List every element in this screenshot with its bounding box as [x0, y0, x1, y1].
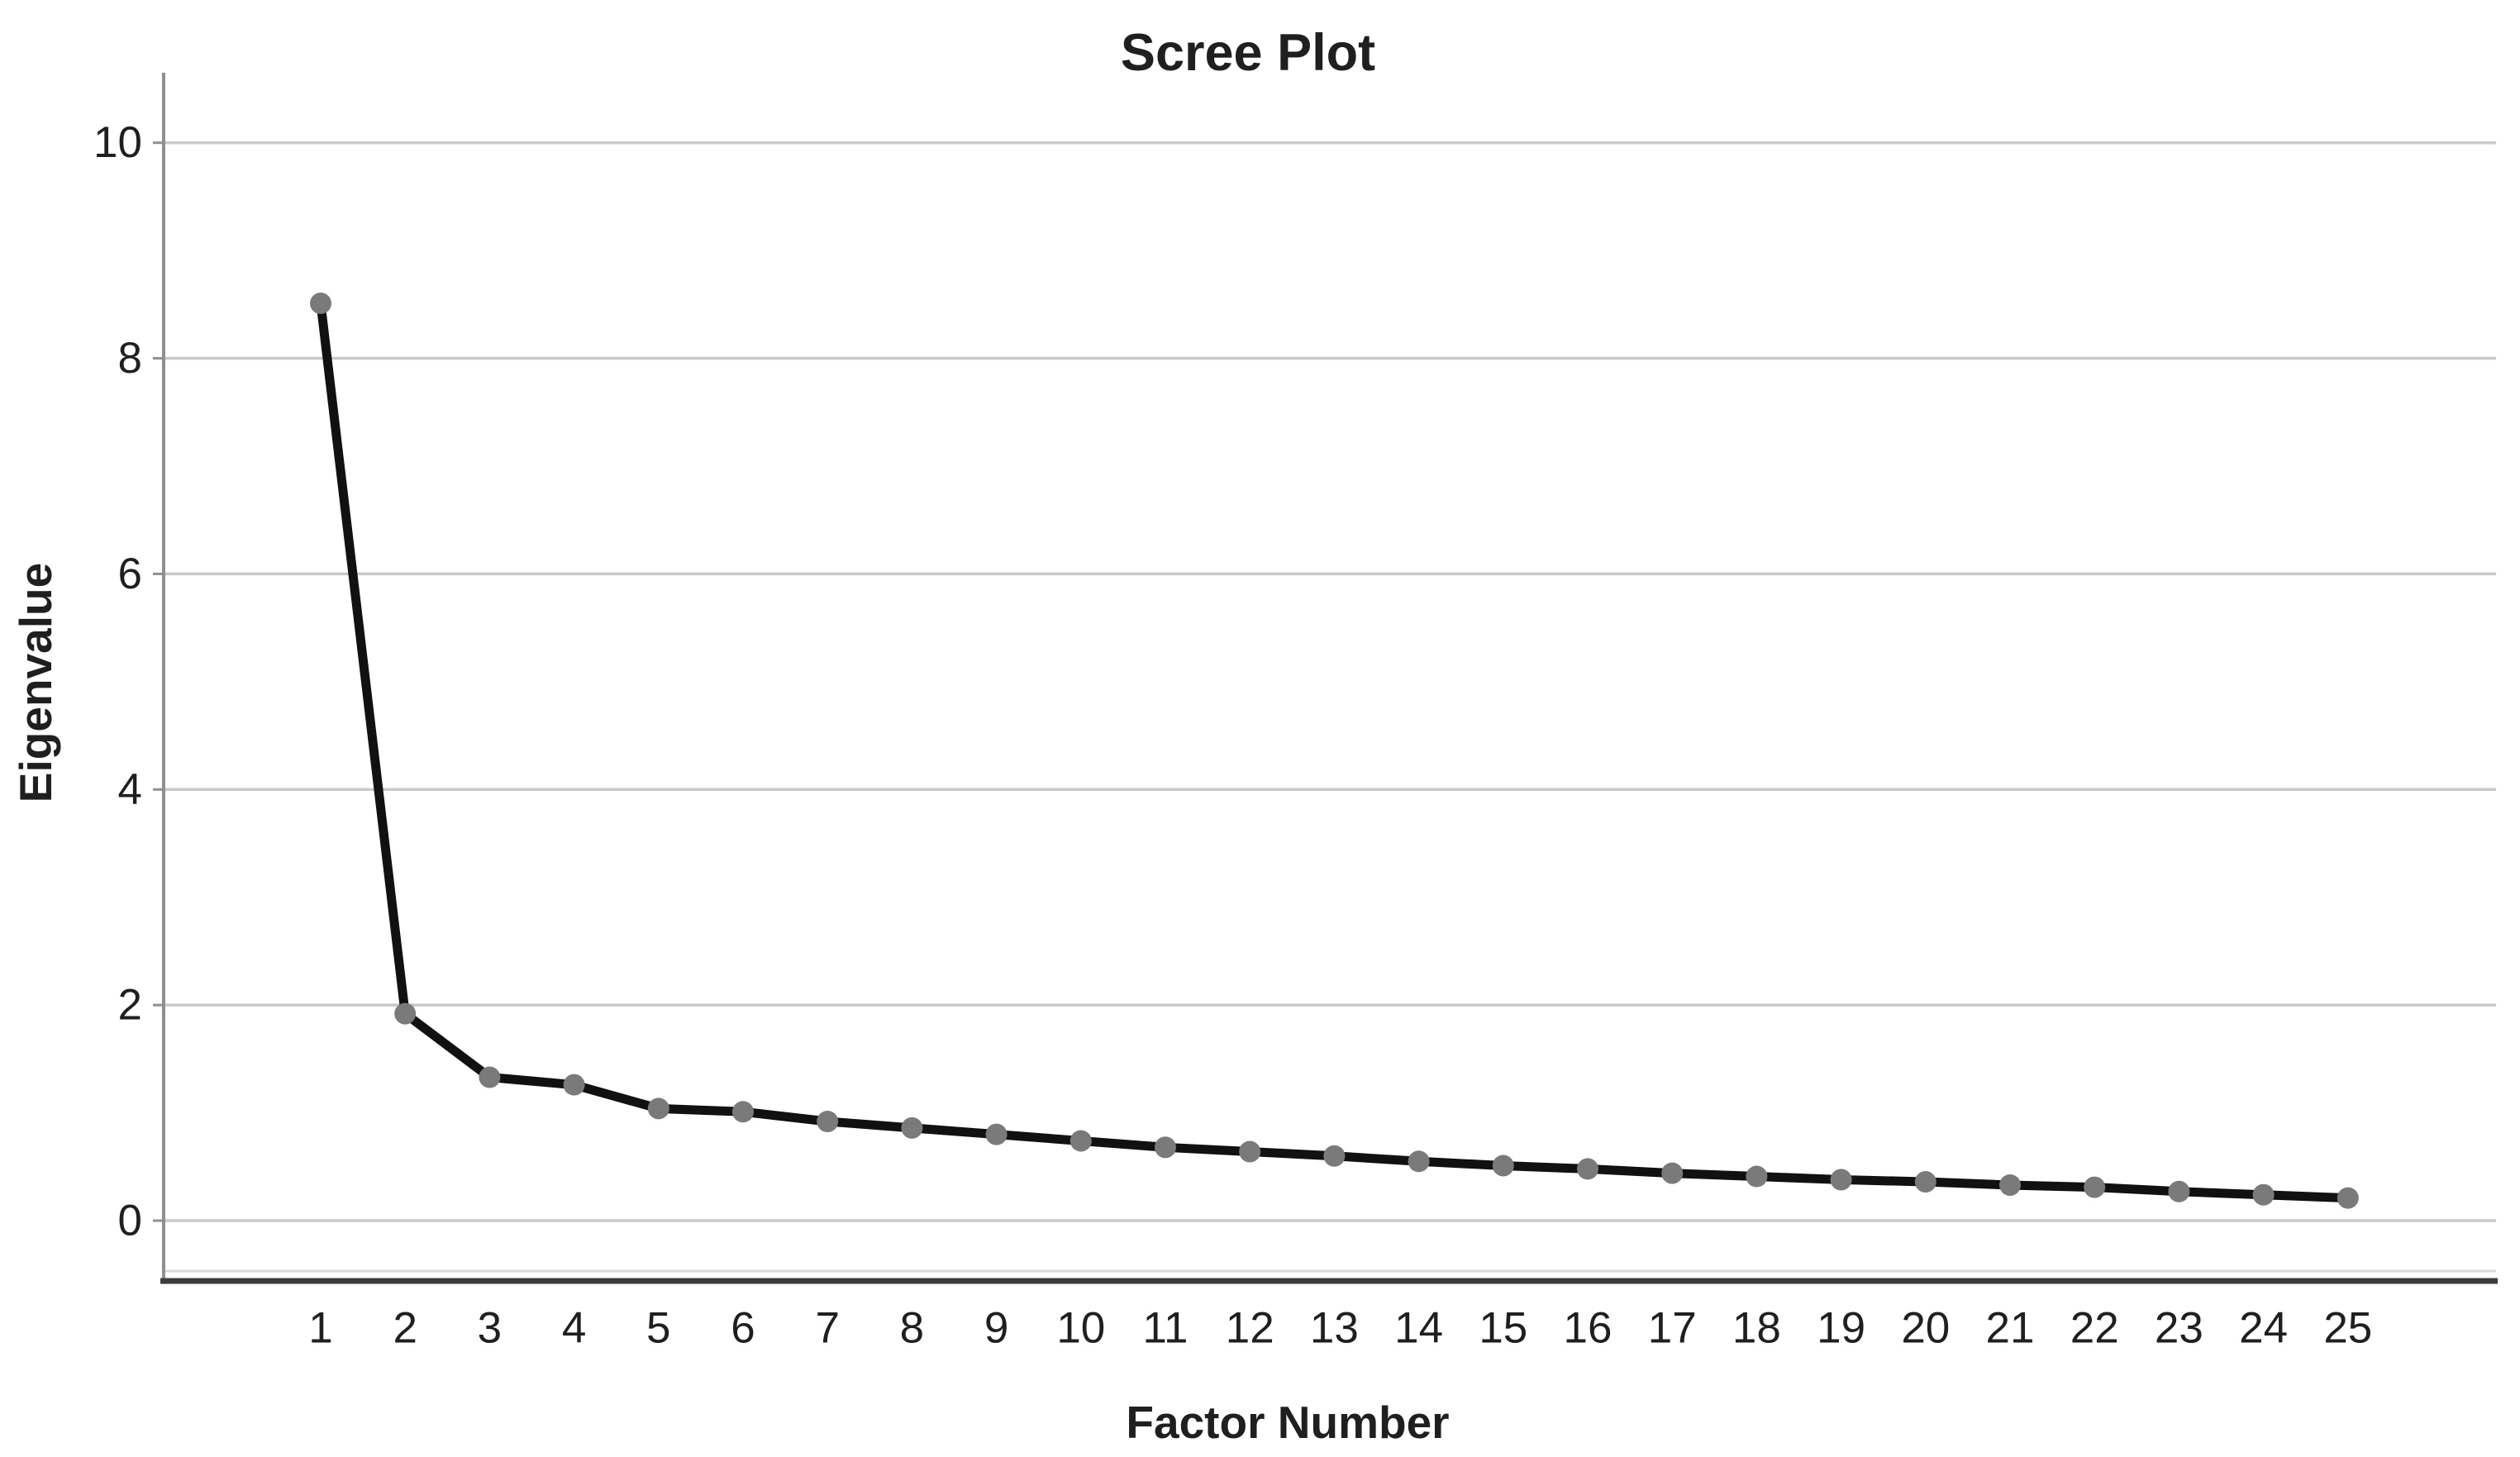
- data-point: [1069, 1130, 1092, 1152]
- y-tick-label: 2: [118, 981, 142, 1030]
- data-point: [394, 1002, 417, 1025]
- x-tick-label: 8: [900, 1304, 924, 1353]
- data-point: [2084, 1176, 2106, 1198]
- data-point: [1999, 1174, 2021, 1196]
- data-point: [2337, 1187, 2359, 1209]
- y-tick-label: 8: [118, 334, 142, 383]
- x-axis-title: Factor Number: [1126, 1397, 1449, 1448]
- data-point: [1830, 1169, 1852, 1191]
- data-point: [901, 1117, 923, 1139]
- y-tick-label: 6: [118, 550, 142, 598]
- data-point: [1323, 1145, 1346, 1167]
- data-point: [817, 1111, 839, 1133]
- x-tick-label: 11: [1142, 1304, 1188, 1353]
- x-tick-label: 25: [2323, 1304, 2372, 1353]
- y-tick-marks: [153, 141, 164, 1222]
- x-tick-label: 3: [478, 1304, 502, 1353]
- x-tick-label: 14: [1394, 1304, 1443, 1353]
- data-point: [479, 1066, 501, 1088]
- data-point: [1492, 1155, 1514, 1177]
- y-tick-label: 0: [118, 1197, 142, 1245]
- x-tick-labels: 1 2 3 4 5 6 7 8 9 10 11 12 13 14 15 16 17 18 19 20 21 22 23 24 2…: [308, 1304, 2372, 1353]
- data-point: [1155, 1136, 1176, 1159]
- x-tick-label: 12: [1226, 1304, 1274, 1353]
- data-point: [1746, 1165, 1768, 1188]
- data-point: [985, 1123, 1008, 1145]
- x-tick-label: 4: [562, 1304, 586, 1353]
- data-point: [1661, 1162, 1684, 1184]
- x-tick-label: 16: [1564, 1304, 1613, 1353]
- data-point: [1239, 1140, 1261, 1163]
- data-point: [1408, 1150, 1430, 1173]
- y-tick-labels: 10 8 6 4 2 0: [93, 118, 142, 1245]
- data-point: [2252, 1183, 2275, 1206]
- x-tick-label: 24: [2239, 1304, 2288, 1353]
- x-tick-label: 5: [646, 1304, 670, 1353]
- data-point: [1914, 1171, 1936, 1193]
- x-tick-label: 21: [1986, 1304, 2035, 1353]
- x-tick-label: 22: [2070, 1304, 2119, 1353]
- y-tick-label: 10: [93, 118, 142, 167]
- y-tick-label: 4: [118, 765, 142, 814]
- x-tick-label: 1: [308, 1304, 332, 1353]
- x-tick-label: 9: [984, 1304, 1008, 1353]
- x-tick-label: 19: [1817, 1304, 1865, 1353]
- data-point: [563, 1074, 585, 1096]
- x-tick-label: 17: [1648, 1304, 1697, 1353]
- data-points: [310, 293, 2359, 1209]
- data-point: [647, 1098, 669, 1120]
- data-point: [2168, 1180, 2190, 1202]
- x-tick-label: 7: [815, 1304, 839, 1353]
- scree-line: [316, 302, 2349, 1203]
- x-tick-label: 20: [1901, 1304, 1950, 1353]
- data-point: [310, 293, 331, 315]
- x-tick-label: 23: [2155, 1304, 2203, 1353]
- data-point: [732, 1101, 754, 1123]
- data-point: [1577, 1158, 1598, 1180]
- x-tick-label: 13: [1310, 1304, 1359, 1353]
- gridlines: [164, 140, 2496, 1222]
- x-tick-label: 18: [1732, 1304, 1781, 1353]
- x-tick-label: 10: [1056, 1304, 1105, 1353]
- chart-title: Scree Plot: [1121, 24, 1375, 82]
- y-axis-title: Eigenvalue: [10, 563, 61, 802]
- x-tick-label: 15: [1479, 1304, 1527, 1353]
- x-tick-label: 2: [393, 1304, 417, 1353]
- x-tick-label: 6: [731, 1304, 755, 1353]
